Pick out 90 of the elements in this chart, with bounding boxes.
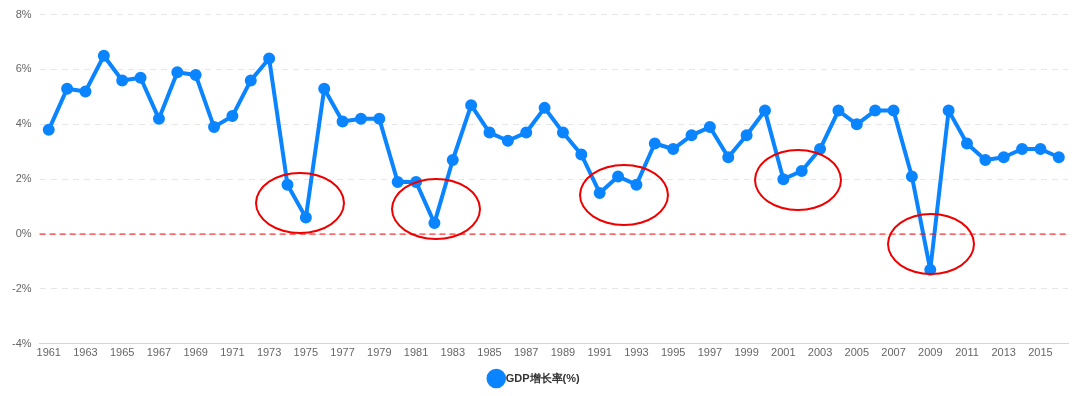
point (354, 112, 367, 125)
point (189, 68, 202, 81)
x-tick-label: 1961 (36, 346, 61, 359)
y-tick-label: 2% (15, 172, 32, 185)
point (428, 217, 441, 230)
point (630, 178, 643, 191)
point (134, 71, 147, 84)
point (795, 164, 808, 177)
y-tick-label: 8% (15, 7, 32, 20)
point (612, 170, 625, 183)
y-tick-label: 0% (15, 227, 32, 240)
x-tick-label: 1991 (587, 346, 612, 359)
point (942, 104, 955, 117)
x-tick-label: 1989 (550, 346, 576, 359)
point (648, 137, 661, 150)
x-tick-label: 2015 (1028, 346, 1053, 359)
point (244, 74, 257, 87)
point (446, 154, 459, 166)
x-tick-label: 1967 (146, 346, 172, 359)
point (703, 121, 716, 134)
x-tick-label: 1975 (293, 346, 319, 359)
x-tick-label: 1969 (183, 346, 208, 359)
x-tick-label: 2009 (918, 346, 943, 359)
x-tick-label: 1993 (624, 346, 649, 359)
point (538, 101, 551, 114)
x-tick-label: 2007 (881, 346, 906, 359)
x-tick-label: 1963 (73, 346, 98, 359)
x-tick-label: 1983 (440, 346, 466, 359)
x-tick-label: 2003 (807, 346, 833, 359)
point (520, 126, 533, 139)
point (97, 49, 110, 62)
point (850, 118, 863, 131)
point (116, 74, 129, 87)
x-tick-label: 1987 (513, 346, 539, 359)
point (391, 175, 404, 188)
point (758, 104, 771, 117)
x-tick-label: 1979 (367, 346, 392, 359)
x-tick-label: 1977 (330, 346, 355, 359)
point (152, 112, 165, 125)
legend-label: GDP增长率(%) (505, 371, 581, 384)
y-tick-label: 6% (15, 62, 32, 75)
point (777, 173, 790, 186)
point (997, 151, 1010, 164)
point (281, 178, 294, 191)
point (336, 115, 349, 128)
point (667, 143, 680, 156)
point (575, 148, 588, 161)
x-tick-label: 2001 (771, 346, 796, 359)
point (960, 137, 973, 150)
x-tick-label: 1985 (477, 346, 502, 359)
point (483, 126, 496, 139)
x-tick-label: 1997 (697, 346, 723, 359)
x-tick-label: 1973 (256, 346, 282, 359)
point (226, 110, 239, 123)
point (832, 104, 845, 117)
point (501, 134, 514, 147)
y-tick-label: -2% (12, 281, 32, 294)
point (1034, 143, 1047, 156)
point (593, 186, 606, 199)
x-tick-label: 2011 (955, 346, 979, 359)
x-tick-label: 1965 (109, 346, 135, 359)
point (979, 154, 992, 166)
x-tick-label: 1995 (660, 346, 686, 359)
y-tick-label: -4% (12, 336, 32, 349)
point (1016, 143, 1029, 156)
point (263, 52, 276, 65)
x-tick-label: 2005 (844, 346, 870, 359)
point (740, 129, 753, 142)
point (685, 129, 698, 142)
point (373, 112, 386, 125)
point (208, 121, 221, 134)
point (465, 99, 478, 112)
y-tick-label: 4% (15, 117, 32, 130)
point (905, 170, 918, 183)
x-tick-label: 1999 (734, 346, 759, 359)
point (722, 151, 735, 164)
point (171, 66, 184, 79)
x-tick-label: 2013 (991, 346, 1016, 359)
point (318, 82, 331, 95)
point (299, 211, 312, 224)
point (61, 82, 74, 95)
point (814, 143, 827, 156)
point (42, 123, 55, 136)
point (869, 104, 882, 117)
x-tick-label: 1971 (220, 346, 245, 359)
point (1052, 151, 1065, 164)
point (887, 104, 900, 117)
point (556, 126, 569, 139)
x-tick-label: 1981 (403, 346, 429, 359)
point (79, 85, 92, 98)
